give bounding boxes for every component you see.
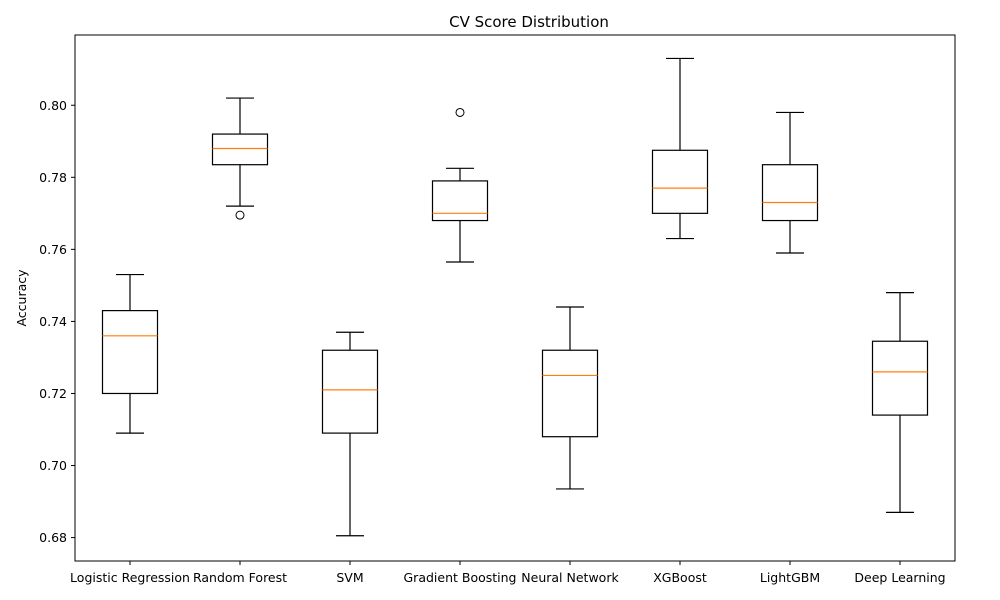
axes-frame — [74, 34, 956, 562]
x-tick-label-random-forest: Random Forest — [193, 570, 287, 585]
box-gradient-boosting — [431, 180, 489, 222]
y-tick-label: 0.68 — [39, 530, 67, 545]
chart-title: CV Score Distribution — [449, 13, 609, 31]
outlier-random-forest — [235, 210, 245, 220]
x-tick-label-xgboost: XGBoost — [653, 570, 707, 585]
x-tick-label-svm: SVM — [336, 570, 363, 585]
box-neural-network — [541, 349, 599, 438]
y-axis-label: Accuracy — [14, 269, 29, 327]
y-tick-label: 0.80 — [39, 98, 67, 113]
x-tick-label-lightgbm: LightGBM — [760, 570, 820, 585]
y-tick-label: 0.78 — [39, 170, 67, 185]
box-lightgbm — [761, 164, 819, 222]
x-tick-label-deep-learning: Deep Learning — [854, 570, 945, 585]
y-tick-label: 0.74 — [39, 314, 67, 329]
box-random-forest — [211, 133, 269, 166]
y-tick-label: 0.76 — [39, 242, 67, 257]
box-xgboost — [651, 149, 709, 214]
box-logistic-regression — [101, 310, 159, 395]
box-deep-learning — [871, 340, 929, 416]
box-svm — [321, 349, 379, 434]
x-tick-label-logistic-regression: Logistic Regression — [70, 570, 190, 585]
plot-area: Logistic Regression Random Forest SVM Gradi… — [39, 34, 956, 585]
outlier-gradient-boosting — [455, 107, 465, 117]
y-tick-label: 0.70 — [39, 458, 67, 473]
x-tick-label-gradient-boosting: Gradient Boosting — [404, 570, 517, 585]
x-tick-label-neural-network: Neural Network — [521, 570, 619, 585]
y-tick-label: 0.72 — [39, 386, 67, 401]
